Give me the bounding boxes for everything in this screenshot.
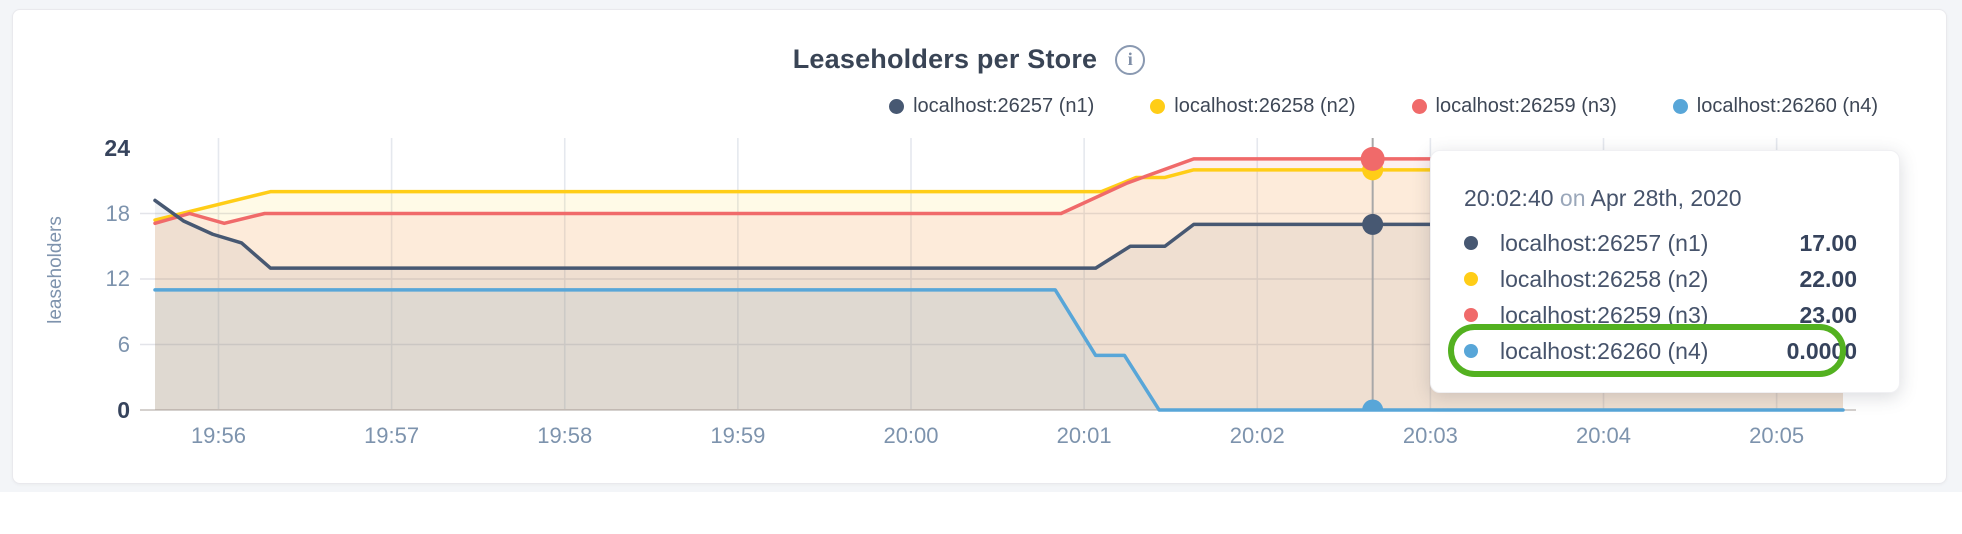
legend-label: localhost:26257 (n1) (913, 95, 1095, 117)
x-tick-label: 20:00 (883, 423, 939, 448)
y-tick-label: 12 (105, 266, 130, 291)
series-swatch (1464, 344, 1478, 358)
y-tick-label: 0 (117, 397, 130, 423)
legend-swatch (889, 99, 905, 114)
chart-header: Leaseholders per Store i (0, 44, 1950, 75)
hover-tooltip: 20:02:40 on Apr 28th, 2020 localhost:262… (1430, 150, 1900, 393)
y-tick-label: 24 (104, 135, 130, 161)
legend-label: localhost:26260 (n4) (1696, 95, 1878, 117)
legend-item[interactable]: localhost:26259 (n3) (1411, 95, 1617, 118)
tooltip-row: localhost:26257 (n1) 17.00 (1464, 225, 1857, 261)
tooltip-rows: localhost:26257 (n1) 17.00 localhost:26258… (1464, 225, 1857, 369)
legend-item[interactable]: localhost:26258 (n2) (1150, 95, 1356, 118)
tooltip-row: localhost:26259 (n3) 23.00 (1464, 297, 1857, 333)
legend-swatch (1150, 99, 1166, 114)
x-tick-label: 19:57 (364, 423, 420, 448)
tooltip-row-label: localhost:26258 (n2) (1500, 265, 1709, 292)
x-tick-label: 20:01 (1056, 423, 1112, 448)
legend-swatch (1672, 99, 1688, 114)
tooltip-row-value: 0.0000 (1786, 337, 1857, 364)
x-tick-label: 20:02 (1229, 423, 1285, 448)
tooltip-row-label: localhost:26257 (n1) (1500, 229, 1709, 256)
tooltip-header: 20:02:40 on Apr 28th, 2020 (1464, 185, 1857, 212)
info-icon[interactable]: i (1115, 44, 1146, 75)
legend-label: localhost:26259 (n3) (1435, 95, 1617, 117)
x-tick-label: 20:04 (1575, 423, 1632, 448)
series-swatch (1464, 308, 1478, 322)
tooltip-connector: on (1559, 185, 1586, 211)
legend-label: localhost:26258 (n2) (1174, 95, 1356, 117)
series-swatch (1464, 236, 1478, 250)
tooltip-row-value: 22.00 (1799, 265, 1857, 292)
tooltip-row-label: localhost:26259 (n3) (1500, 301, 1709, 328)
tooltip-row: localhost:26258 (n2) 22.00 (1464, 261, 1857, 297)
series-swatch (1464, 272, 1478, 286)
x-tick-label: 19:56 (190, 423, 246, 448)
tooltip-row-value: 17.00 (1799, 229, 1857, 256)
chart-title: Leaseholders per Store (792, 44, 1098, 74)
tooltip-date: Apr 28th, 2020 (1590, 185, 1742, 211)
legend-item[interactable]: localhost:26257 (n1) (889, 95, 1094, 118)
legend-item[interactable]: localhost:26260 (n4) (1672, 95, 1878, 118)
x-tick-label: 19:59 (710, 423, 766, 448)
tooltip-row: localhost:26260 (n4) 0.0000 (1464, 333, 1857, 369)
y-tick-label: 6 (117, 331, 130, 357)
x-tick-label: 19:58 (537, 423, 593, 448)
tooltip-row-label: localhost:26260 (n4) (1500, 337, 1709, 364)
legend-swatch (1411, 99, 1427, 114)
legend: localhost:26257 (n1) localhost:26258 (n2)… (889, 95, 1878, 118)
tooltip-time: 20:02:40 (1464, 185, 1554, 211)
x-tick-label: 20:03 (1402, 423, 1458, 448)
y-tick-label: 18 (105, 200, 130, 226)
tooltip-row-value: 23.00 (1799, 301, 1857, 328)
x-tick-label: 20:05 (1749, 423, 1805, 448)
